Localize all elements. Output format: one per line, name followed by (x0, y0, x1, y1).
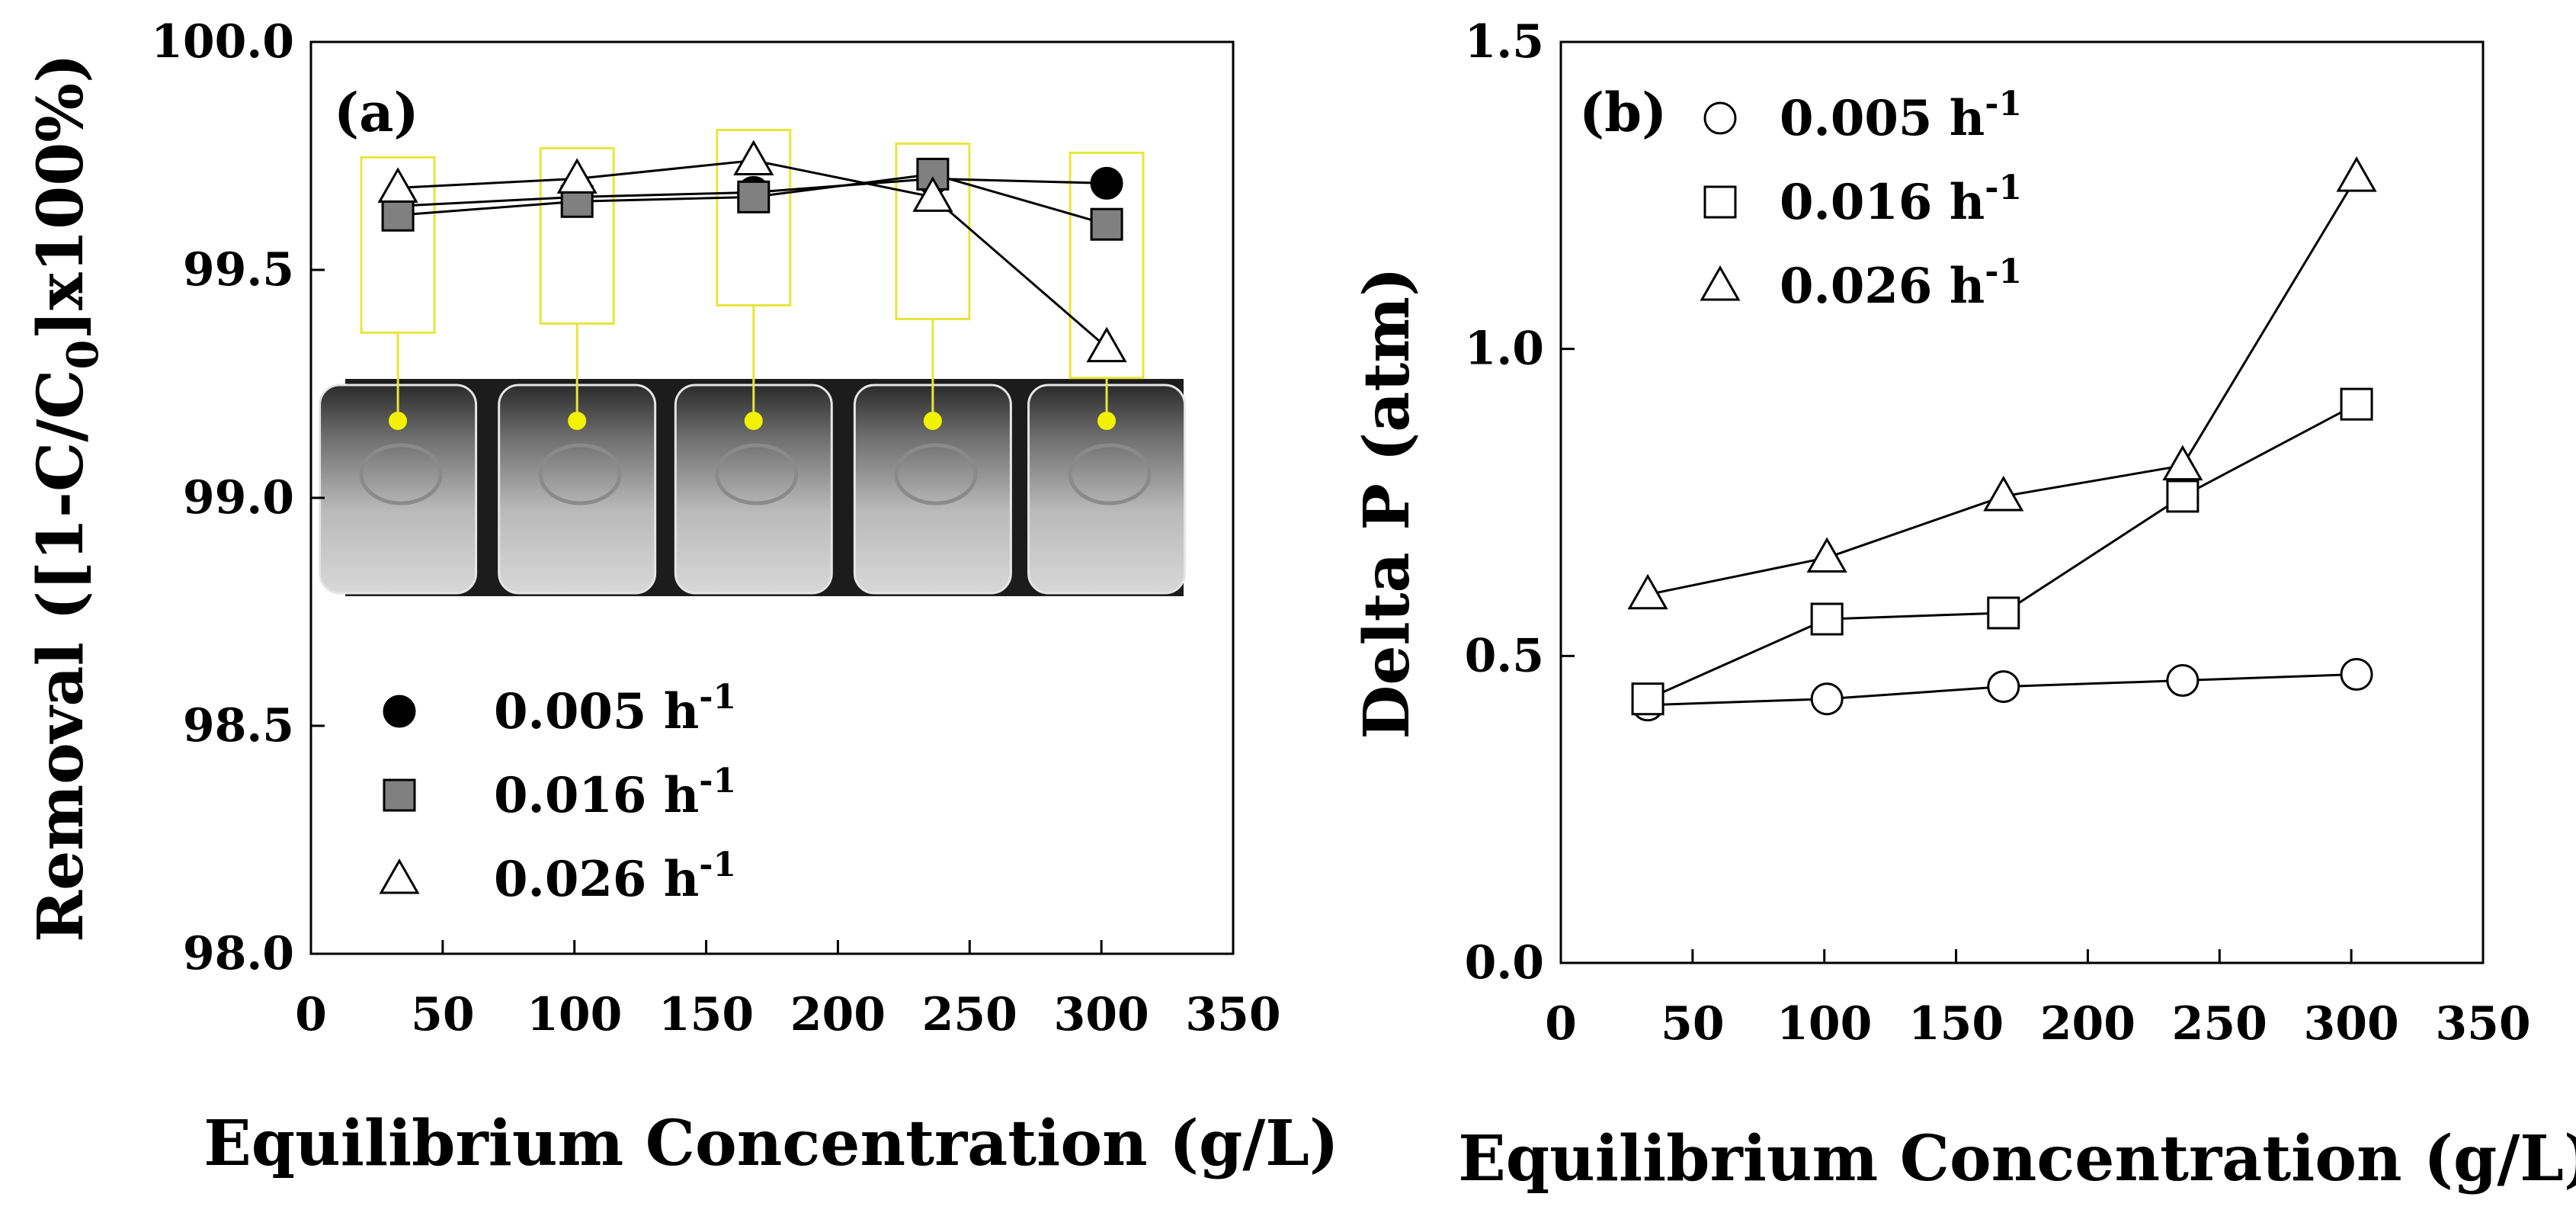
data-point (1987, 596, 2020, 630)
callout-box (895, 142, 971, 320)
data-point (381, 198, 415, 232)
data-point (2162, 444, 2203, 481)
series-line (1647, 403, 2357, 701)
x-tick-label: 300 (2304, 997, 2399, 1051)
data-point (733, 140, 774, 175)
data-point (1983, 475, 2024, 512)
y-tick-label: 1.5 (1465, 15, 1544, 69)
panel-a-y-axis-label: Removal ([1-C/C0]x100%) (24, 53, 108, 942)
callout-dot (1097, 412, 1117, 430)
callout-dot (389, 412, 408, 430)
x-tick-label: 100 (527, 988, 622, 1041)
data-point (1631, 682, 1664, 716)
vial-reflection (894, 443, 978, 505)
data-point (556, 158, 598, 194)
x-tick-label: 100 (1777, 997, 1872, 1051)
x-tick-label: 250 (922, 988, 1017, 1041)
x-tick-label: 250 (2172, 997, 2267, 1051)
x-tick-label: 200 (790, 988, 886, 1041)
legend-marker (1703, 185, 1737, 219)
data-point (2166, 664, 2200, 698)
series-0-026-h-1 (1647, 176, 2358, 596)
callout-box (716, 128, 792, 306)
y-tick-label: 99.5 (183, 243, 294, 297)
y-tick-label: 100.0 (151, 15, 294, 69)
data-point (2336, 156, 2377, 192)
legend-label: 0.016 h-1 (494, 762, 736, 824)
x-tick-label: 350 (2435, 997, 2530, 1051)
x-tick-label: 50 (1661, 997, 1725, 1051)
vial-reflection (715, 443, 799, 505)
data-point (1090, 166, 1123, 200)
x-tick-label: 300 (1054, 988, 1149, 1041)
callout-dot (923, 412, 942, 430)
series-markers (1631, 387, 2373, 716)
x-tick-label: 200 (2040, 997, 2135, 1051)
panel-b-x-axis-label: Equilibrium Concentration (g/L) (1458, 1122, 2576, 1195)
callout-dot (568, 412, 587, 430)
series-markers (1631, 657, 2373, 722)
data-point (1810, 602, 1844, 636)
data-point (2166, 480, 2200, 513)
x-tick-label: 0 (295, 988, 327, 1041)
legend-marker (1703, 101, 1737, 135)
x-tick-label: 150 (658, 988, 754, 1041)
legend-marker (1700, 265, 1741, 301)
vial-reflection (538, 443, 622, 505)
panel-b-chart: 0 50 100 150 200 250 300 350 0.0 0.5 1.0 1.5 (b) Eq… (1350, 15, 2576, 1195)
y-tick-label: 98.0 (183, 927, 294, 980)
panel-b-plot-frame (1559, 40, 2485, 964)
vial-reflection (1068, 443, 1152, 505)
panel-a-legend: 0.005 h-1 0.016 h-1 0.026 h-1 (379, 678, 736, 908)
panel-a-series (377, 140, 1127, 363)
series-line (1647, 176, 2358, 596)
legend-label: 0.005 h-1 (494, 678, 736, 740)
data-point (1810, 682, 1844, 716)
x-tick-label: 0 (1545, 997, 1577, 1051)
data-point (2340, 387, 2373, 421)
legend-label: 0.005 h-1 (1780, 85, 2022, 147)
data-point (1090, 207, 1123, 241)
panel-a-chart: 0 50 100 150 200 250 300 350 98.0 98.5 99.0 99.5 100… (24, 15, 1339, 1180)
panel-b-series (1627, 156, 2377, 722)
legend-marker (383, 778, 416, 812)
data-point (377, 167, 418, 203)
x-tick-label: 50 (411, 988, 475, 1041)
x-tick-label: 150 (1908, 997, 2004, 1051)
y-tick-label: 99.0 (183, 471, 294, 525)
y-tick-label: 98.5 (183, 699, 294, 752)
legend-label: 0.016 h-1 (1780, 168, 2022, 231)
legend-marker (383, 695, 416, 728)
data-point (2340, 657, 2373, 691)
panel-a-tag: (a) (334, 81, 419, 144)
panel-a-ticks: 0 50 100 150 200 250 300 350 98.0 98.5 99.0 99.5 100… (151, 15, 1281, 1041)
vial-reflection (359, 443, 443, 505)
legend-label: 0.026 h-1 (494, 846, 736, 908)
y-tick-label: 1.0 (1465, 322, 1544, 376)
y-tick-label: 0.0 (1465, 936, 1544, 990)
panel-b-y-axis-label: Delta P (atm) (1350, 267, 1424, 740)
series-markers (1627, 156, 2377, 610)
data-point (737, 180, 771, 213)
data-point (912, 176, 953, 212)
data-point (1806, 537, 1847, 573)
panel-b-tag: (b) (1579, 81, 1667, 144)
callout-dot (744, 412, 763, 430)
legend-label: 0.026 h-1 (1780, 252, 2022, 315)
data-point (1987, 670, 2020, 704)
series-markers (377, 140, 1127, 363)
vial-photo-inset (319, 128, 1187, 596)
panel-b-legend: 0.005 h-1 0.016 h-1 0.026 h-1 (1700, 85, 2022, 315)
data-point (1627, 573, 1668, 610)
x-tick-label: 350 (1185, 988, 1280, 1041)
data-point (1086, 326, 1127, 363)
y-tick-label: 0.5 (1465, 629, 1544, 682)
panel-a-x-axis-label: Equilibrium Concentration (g/L) (203, 1107, 1338, 1180)
panel-b-ticks: 0 50 100 150 200 250 300 350 0.0 0.5 1.0 1.5 (1465, 15, 2531, 1051)
legend-marker (379, 858, 420, 894)
series-0-016-h-1 (1647, 403, 2357, 701)
